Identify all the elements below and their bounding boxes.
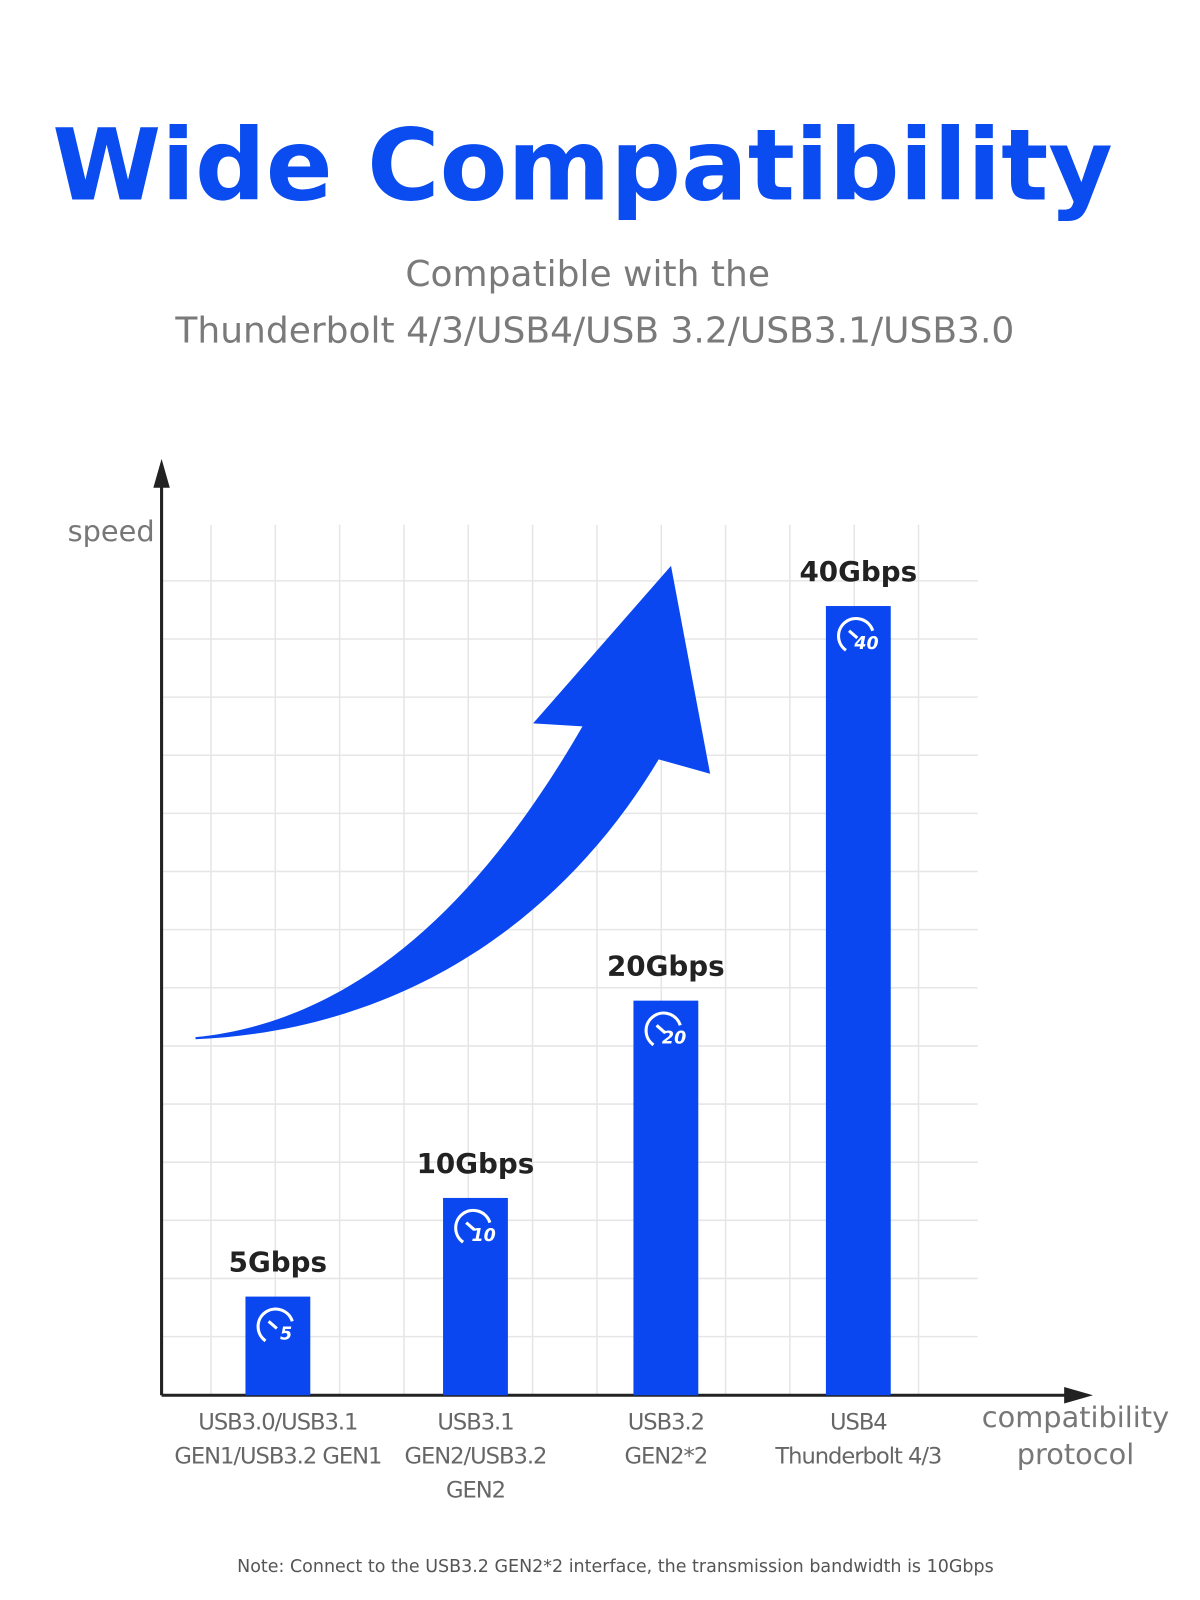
speed-icon-number: 10: [472, 1226, 496, 1246]
trend-arrow: [195, 565, 711, 1040]
speed-icon: [644, 1011, 682, 1047]
speed-icon-number: 40: [853, 634, 878, 654]
x-tick-label: USB3.2: [628, 1410, 704, 1436]
x-tick-label: GEN2*2: [625, 1443, 708, 1469]
speed-icon-needle: [465, 1221, 476, 1232]
x-tick-label: USB3.0/USB3.1: [198, 1410, 357, 1436]
y-axis-arrow: [153, 458, 170, 488]
subtitle: Thunderbolt 4/3/USB4/USB 3.2/USB3.1/USB3…: [174, 310, 1014, 351]
bar: [443, 1197, 508, 1396]
value-label: 40Gbps: [799, 555, 917, 588]
speed-icon: [837, 616, 875, 652]
speed-icon-number: 20: [662, 1029, 686, 1049]
bar: [825, 606, 891, 1396]
speed-icon: [454, 1208, 492, 1244]
speed-icon-needle: [267, 1320, 278, 1330]
chart-title: Wide Compatibility: [52, 109, 1113, 224]
y-axis-label: speed: [68, 514, 155, 548]
x-tick-label: GEN2: [446, 1477, 505, 1503]
x-axis-label: compatibility: [982, 1400, 1169, 1434]
note: Note: Connect to the USB3.2 GEN2*2 inter…: [237, 1557, 994, 1577]
x-tick-label: Thunderbolt 4/3: [774, 1443, 941, 1469]
speed-icon-number: 5: [280, 1325, 292, 1345]
value-label: 20Gbps: [607, 950, 725, 983]
speed-icon-needle: [655, 1024, 666, 1034]
x-tick-label: GEN2/USB3.2: [405, 1443, 547, 1469]
value-label: 10Gbps: [417, 1147, 535, 1180]
bar: [633, 1000, 699, 1396]
subtitle: Compatible with the: [405, 254, 770, 295]
x-tick-label: GEN1/USB3.2 GEN1: [174, 1443, 381, 1469]
bar: [245, 1296, 311, 1396]
x-axis-arrow: [1064, 1387, 1093, 1404]
x-tick-label: USB4: [830, 1410, 887, 1436]
value-label: 5Gbps: [229, 1246, 327, 1279]
x-axis-label: protocol: [1017, 1437, 1134, 1471]
x-tick-label: USB3.1: [437, 1410, 513, 1436]
speed-icon: [256, 1307, 294, 1343]
speed-icon-needle: [848, 629, 859, 640]
